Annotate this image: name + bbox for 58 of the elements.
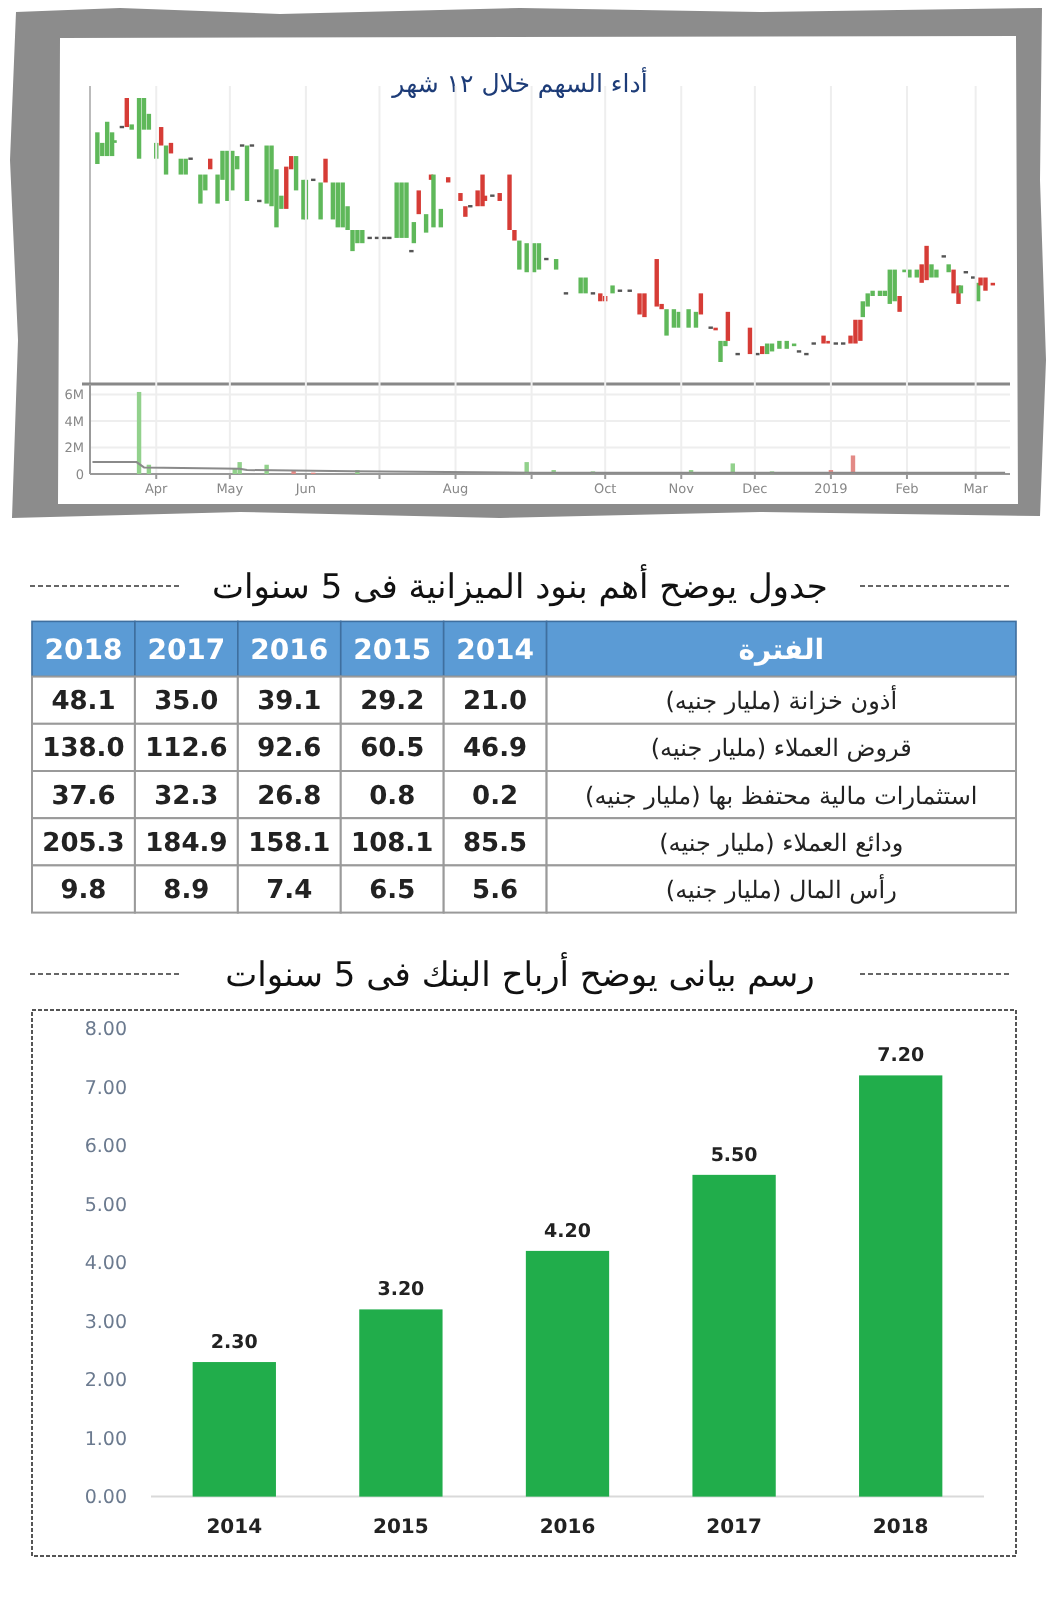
data-label: 7.4: [266, 876, 313, 906]
x-tick-label: 2016: [539, 1516, 596, 1539]
data-label: 37.6: [51, 781, 116, 812]
data-label: 0.2: [472, 781, 519, 812]
y-tick-label: ودائع العملاء (مليار جنيه): [659, 828, 904, 857]
data-label: 158.1: [248, 828, 331, 859]
y-tick-label: 3.00: [84, 1311, 127, 1334]
data-label: 9.8: [60, 876, 107, 906]
x-tick-label: 2016: [250, 635, 329, 667]
data-label: 29.2: [360, 687, 425, 718]
data-label: 48.1: [51, 687, 116, 718]
data-label: 112.6: [145, 734, 228, 765]
data-label: 39.1: [257, 687, 322, 718]
x-tick-label: 2017: [706, 1516, 762, 1539]
chart-title: رسم بيانى يوضح أرباح البنك فى 5 سنوات: [225, 952, 815, 996]
y-axis-title: الفترة: [738, 635, 825, 667]
y-tick-label: 7.00: [84, 1077, 127, 1100]
data-label: 21.0: [463, 687, 528, 718]
y-tick-label: 5.00: [84, 1194, 127, 1217]
y-tick-label: 4.00: [84, 1253, 127, 1276]
data-label: 60.5: [360, 734, 425, 765]
data-label: 35.0: [154, 687, 219, 718]
y-tick-label: استثمارات مالية محتفظ بها (مليار جنيه): [585, 781, 978, 810]
chart-title: أداء السهم خلال ١٢ شهر: [390, 66, 648, 100]
data-label: 138.0: [42, 734, 125, 765]
data-label: 4.20: [544, 1220, 592, 1243]
x-tick-label: 2014: [456, 635, 535, 667]
x-tick-label: 2018: [872, 1516, 929, 1539]
data-label: 92.6: [257, 734, 322, 765]
data-label: 3.20: [377, 1279, 426, 1302]
y-tick-label: قروض العملاء (مليار جنيه): [650, 734, 912, 763]
data-label: 32.3: [154, 781, 219, 812]
y-tick-label: 1.00: [84, 1428, 127, 1451]
chart-title: جدول يوضح أهم بنود الميزانية فى 5 سنوات: [212, 564, 828, 608]
y-tick-label: 2.00: [84, 1370, 127, 1393]
x-tick-label: 2015: [353, 635, 432, 667]
data-label: 5.50: [710, 1144, 759, 1167]
data-label: 6.5: [369, 876, 416, 906]
data-label: 184.9: [145, 828, 228, 859]
data-label: 46.9: [463, 734, 528, 765]
x-tick-label: 2018: [44, 635, 123, 667]
data-label: 205.3: [42, 828, 125, 859]
data-label: 5.6: [472, 876, 519, 906]
y-tick-label: 8.00: [84, 1019, 127, 1042]
x-tick-label: 2017: [147, 635, 226, 667]
x-tick-label: 2015: [373, 1516, 429, 1539]
y-tick-label: 6.00: [84, 1136, 127, 1159]
x-tick-label: 2014: [206, 1516, 263, 1539]
y-tick-label: رأس المال (مليار جنيه): [665, 874, 898, 904]
y-tick-label: 0.00: [84, 1487, 127, 1510]
data-label: 0.8: [369, 781, 416, 812]
data-label: 26.8: [257, 781, 322, 812]
data-label: 7.20: [877, 1045, 925, 1068]
data-label: 108.1: [351, 828, 434, 859]
data-label: 85.5: [463, 828, 528, 859]
data-label: 2.30: [210, 1332, 259, 1355]
data-label: 8.9: [163, 876, 210, 906]
y-tick-label: أذون خزانة (مليار جنيه): [665, 685, 898, 716]
